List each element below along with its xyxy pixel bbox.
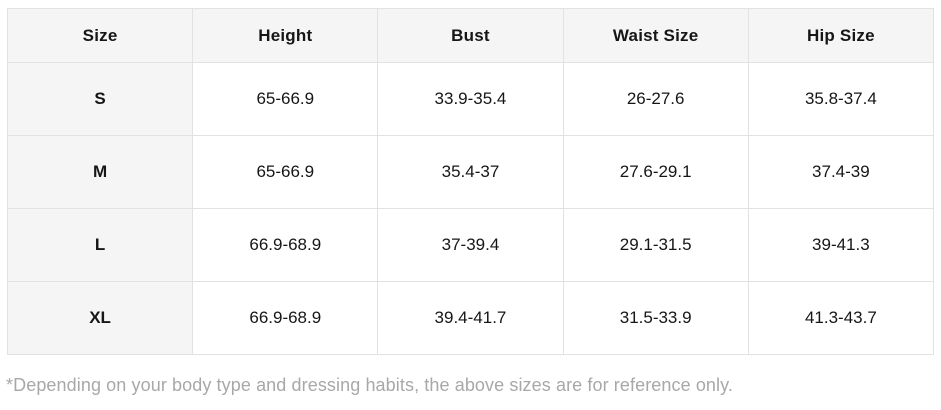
column-header-waist: Waist Size [562,8,749,63]
column-header-height: Height [192,8,379,63]
table-cell-height: 65-66.9 [192,62,379,136]
size-label: M [6,135,194,209]
table-cell-bust: 37-39.4 [377,208,564,282]
table-cell-height: 66.9-68.9 [192,208,379,282]
column-header-size: Size [6,8,194,63]
table-cell-bust: 35.4-37 [377,135,564,209]
table-cell-hip: 41.3-43.7 [747,281,935,355]
table-row-l: L 66.9-68.9 37-39.4 29.1-31.5 39-41.3 [6,208,935,282]
size-chart-table: Size Height Bust Waist Size Hip Size S 6… [6,8,935,355]
table-cell-hip: 35.8-37.4 [747,62,935,136]
table-cell-hip: 37.4-39 [747,135,935,209]
size-chart-body: S 65-66.9 33.9-35.4 26-27.6 35.8-37.4 M … [6,62,935,355]
table-cell-waist: 29.1-31.5 [562,208,749,282]
size-label: S [6,62,194,136]
table-cell-waist: 31.5-33.9 [562,281,749,355]
size-label: L [6,208,194,282]
table-cell-waist: 27.6-29.1 [562,135,749,209]
table-cell-bust: 33.9-35.4 [377,62,564,136]
table-row-s: S 65-66.9 33.9-35.4 26-27.6 35.8-37.4 [6,62,935,136]
header-row: Size Height Bust Waist Size Hip Size [6,8,935,63]
footnote: *Depending on your body type and dressin… [6,375,734,395]
table-cell-height: 66.9-68.9 [192,281,379,355]
table-cell-bust: 39.4-41.7 [377,281,564,355]
column-header-hip: Hip Size [747,8,935,63]
size-chart-header: Size Height Bust Waist Size Hip Size [6,8,935,63]
table-row-m: M 65-66.9 35.4-37 27.6-29.1 37.4-39 [6,135,935,209]
table-cell-waist: 26-27.6 [562,62,749,136]
table-cell-height: 65-66.9 [192,135,379,209]
column-header-bust: Bust [377,8,564,63]
table-row-xl: XL 66.9-68.9 39.4-41.7 31.5-33.9 41.3-43… [6,281,935,355]
size-label: XL [6,281,194,355]
table-cell-hip: 39-41.3 [747,208,935,282]
